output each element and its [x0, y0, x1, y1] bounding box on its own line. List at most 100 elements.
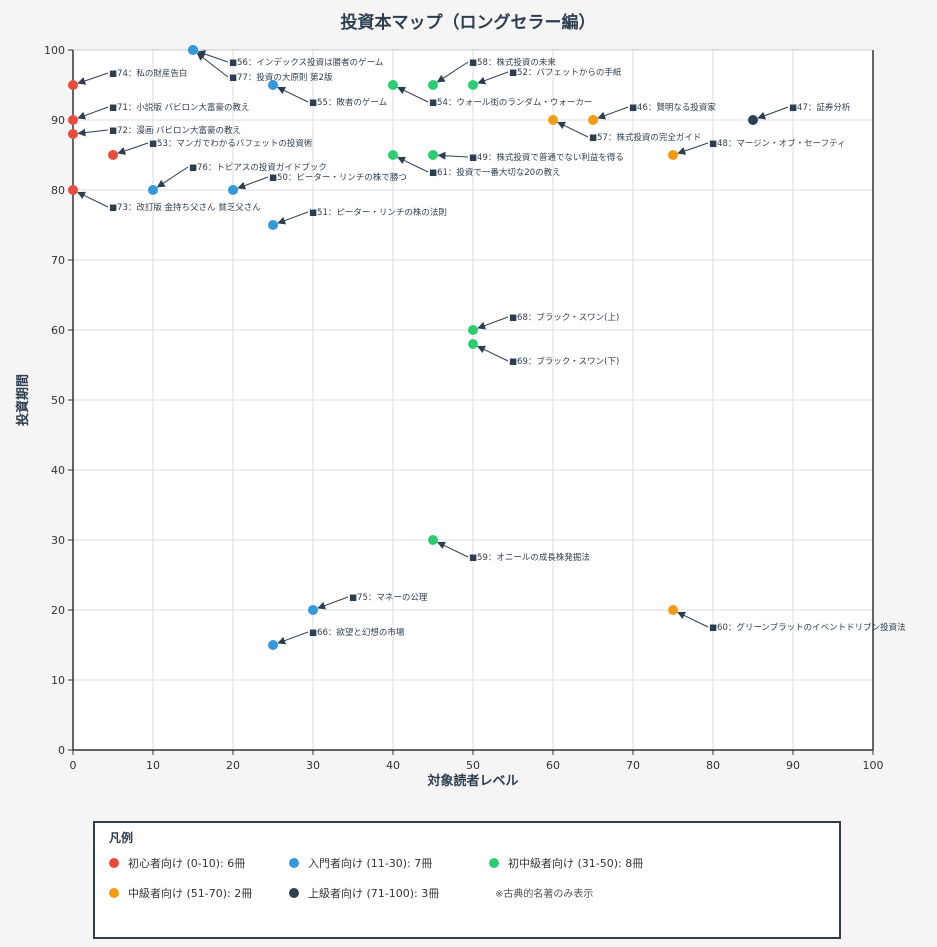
- annotations: ■74：私の財産告白 ■71：小説版 バビロン大富豪の教え ■72：漫画 バビロン大…: [77, 50, 906, 645]
- data-point: [268, 80, 278, 90]
- y-tick-label: 20: [51, 604, 65, 617]
- data-point: [388, 150, 398, 160]
- y-tick-label: 60: [51, 324, 65, 337]
- y-tick-label: 40: [51, 464, 65, 477]
- point-label: ■77：投資の大原則 第2版: [229, 72, 333, 83]
- x-tick-label: 40: [386, 759, 400, 772]
- data-point: [428, 80, 438, 90]
- x-tick-label: 30: [306, 759, 320, 772]
- scatter-chart: 投資本マップ（ロングセラー編） 0 10 20 30 40 50 60 70 80 90 100 0 1…: [15, 12, 906, 789]
- data-point: [268, 640, 278, 650]
- point-label: ■57：株式投資の完全ガイド: [589, 132, 701, 143]
- y-tick-label: 80: [51, 184, 65, 197]
- data-point: [228, 185, 238, 195]
- data-point: [468, 325, 478, 335]
- x-tick-label: 100: [863, 759, 884, 772]
- legend-item-beginner: 初心者向け (0-10): 6冊: [109, 855, 245, 871]
- data-point: [268, 220, 278, 230]
- data-point: [548, 115, 558, 125]
- legend-dot-mid: [109, 888, 119, 898]
- annotation-arrow: [237, 176, 269, 190]
- x-tick-label: 10: [146, 759, 160, 772]
- legend-label-lower-mid: 初中級者向け (31-50): 8冊: [508, 857, 644, 870]
- annotation-arrow: [436, 61, 469, 83]
- data-point: [108, 150, 118, 160]
- legend-item-intro: 入門者向け (11-30): 7冊: [289, 855, 432, 871]
- data-point: [428, 150, 438, 160]
- point-label: ■56：インデックス投資は勝者のゲーム: [229, 57, 383, 68]
- annotation-arrow: [277, 631, 309, 645]
- annotation-arrow: [597, 106, 629, 120]
- data-point: [588, 115, 598, 125]
- x-tick-label: 50: [466, 759, 480, 772]
- y-tick-label: 90: [51, 114, 65, 127]
- annotation-arrow: [557, 121, 589, 138]
- annotation-arrow: [677, 142, 709, 155]
- legend-label-advanced: 上級者向け (71-100): 3冊: [308, 887, 440, 900]
- y-tick-label: 10: [51, 674, 65, 687]
- point-label: ■69：ブラック・スワン(下): [509, 356, 619, 367]
- point-label: ■47：証券分析: [789, 102, 851, 113]
- data-point: [668, 605, 678, 615]
- point-label: ■75：マネーの公理: [349, 593, 428, 603]
- point-label: ■74：私の財産告白: [109, 68, 187, 79]
- point-label: ■58：株式投資の未来: [469, 57, 556, 68]
- annotation-arrow: [397, 86, 429, 103]
- legend-item-mid: 中級者向け (51-70): 2冊: [109, 885, 252, 901]
- legend-dot-intro: [289, 858, 299, 868]
- annotation-arrow: [437, 151, 469, 160]
- point-label: ■68：ブラック・スワン(上): [509, 312, 619, 323]
- y-tick-label: 100: [44, 44, 65, 57]
- data-point: [428, 535, 438, 545]
- annotation-arrow: [757, 106, 789, 120]
- data-point: [68, 115, 78, 125]
- x-tick-label: 70: [626, 759, 640, 772]
- annotation-arrow: [77, 106, 109, 120]
- point-label: ■55：敗者のゲーム: [309, 97, 387, 108]
- data-point: [748, 115, 758, 125]
- point-label: ■51：ピーター・リンチの株の法則: [309, 207, 447, 218]
- data-point: [68, 129, 78, 139]
- point-label: ■48：マージン・オブ・セーフティ: [709, 138, 846, 149]
- point-label: ■66：欲望と幻想の市場: [309, 627, 405, 638]
- annotation-arrow: [196, 52, 229, 78]
- y-tick-label: 70: [51, 254, 65, 267]
- data-points: [68, 45, 758, 650]
- x-tick-label: 80: [706, 759, 720, 772]
- legend-dot-advanced: [289, 888, 299, 898]
- data-point: [668, 150, 678, 160]
- point-label: ■72：漫画 バビロン大富豪の教え: [109, 125, 241, 136]
- point-label: ■76：トビアスの投資ガイドブック: [189, 162, 327, 173]
- annotation-arrow: [477, 316, 509, 330]
- data-point: [68, 185, 78, 195]
- point-label: ■53：マンガでわかるバフェットの投資術: [149, 138, 313, 149]
- annotation-arrow: [156, 166, 189, 188]
- legend-label-mid: 中級者向け (51-70): 2冊: [128, 887, 253, 900]
- legend-dot-beginner: [109, 858, 119, 868]
- annotation-arrow: [437, 541, 469, 558]
- legend-note: ※古典的名著のみ表示: [495, 889, 594, 900]
- legend-item-lower-mid: 初中級者向け (31-50): 8冊: [489, 855, 643, 871]
- point-label: ■52：バフェットからの手紙: [509, 67, 622, 78]
- x-tick-label: 90: [786, 759, 800, 772]
- x-axis-label: 対象読者レベル: [426, 773, 518, 789]
- legend-title: 凡例: [109, 831, 134, 845]
- annotation-arrow: [277, 86, 309, 103]
- legend-label-beginner: 初心者向け (0-10): 6冊: [128, 857, 246, 870]
- point-label: ■46：賢明なる投資家: [629, 102, 716, 113]
- data-point: [468, 80, 478, 90]
- data-point: [148, 185, 158, 195]
- annotation-arrow: [277, 211, 309, 225]
- point-label: ■49：株式投資で普通でない利益を得る: [469, 152, 624, 163]
- annotation-arrow: [77, 72, 109, 85]
- annotation-arrow: [77, 191, 109, 208]
- point-label: ■73：改訂版 金持ち父さん 貧乏父さん: [109, 202, 261, 213]
- y-tick-label: 50: [51, 394, 65, 407]
- legend-label-intro: 入門者向け (11-30): 7冊: [308, 857, 433, 870]
- annotation-arrow: [317, 596, 349, 610]
- data-point: [68, 80, 78, 90]
- y-tick-label: 30: [51, 534, 65, 547]
- point-label: ■54：ウォール街のランダム・ウォーカー: [429, 97, 592, 108]
- legend: 凡例 初心者向け (0-10): 6冊 入門者向け (11-30): 7冊 初中…: [93, 821, 841, 939]
- data-point: [468, 339, 478, 349]
